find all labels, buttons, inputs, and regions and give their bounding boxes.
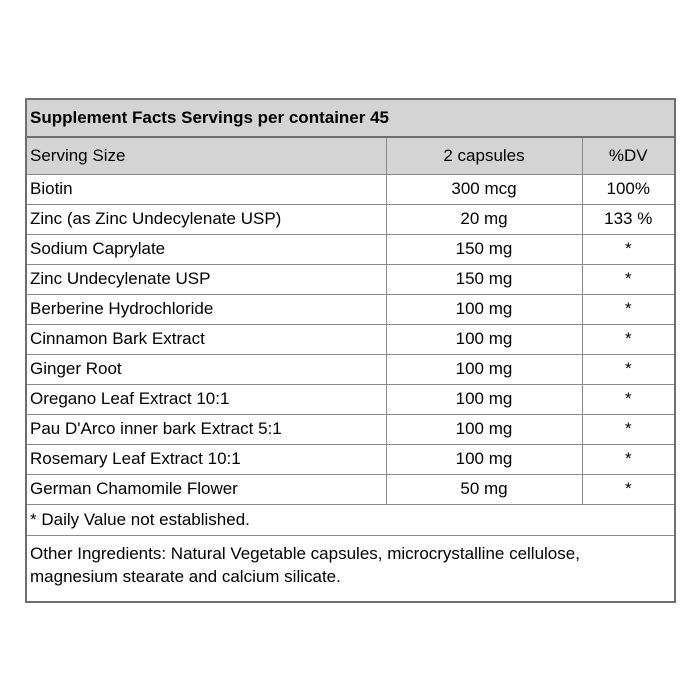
ingredient-amount: 100 mg — [386, 324, 583, 355]
daily-value-footnote: * Daily Value not established. — [27, 505, 674, 536]
ingredient-name: Zinc Undecylenate USP — [27, 264, 387, 295]
ingredient-dv: 133 % — [582, 204, 674, 235]
supplement-facts-table: Serving Size 2 capsules %DV Biotin 300 m… — [27, 138, 674, 505]
ingredient-amount: 150 mg — [386, 264, 583, 295]
ingredient-name: German Chamomile Flower — [27, 474, 387, 505]
ingredient-name: Sodium Caprylate — [27, 234, 387, 265]
ingredient-name: Biotin — [27, 174, 387, 205]
ingredient-dv: * — [582, 444, 674, 475]
table-row: German Chamomile Flower 50 mg * — [27, 474, 674, 505]
other-ingredients: Other Ingredients: Natural Vegetable cap… — [27, 536, 674, 588]
dv-column-header: %DV — [582, 138, 674, 175]
supplement-facts-title: Supplement Facts Servings per container … — [27, 100, 674, 138]
ingredient-dv: * — [582, 264, 674, 295]
table-row: Berberine Hydrochloride 100 mg * — [27, 294, 674, 325]
ingredient-name: Ginger Root — [27, 354, 387, 385]
ingredient-dv: * — [582, 324, 674, 355]
ingredient-amount: 20 mg — [386, 204, 583, 235]
table-row: Zinc (as Zinc Undecylenate USP) 20 mg 13… — [27, 204, 674, 235]
ingredient-dv: * — [582, 294, 674, 325]
table-row: Cinnamon Bark Extract 100 mg * — [27, 324, 674, 355]
supplement-facts-panel: Supplement Facts Servings per container … — [25, 98, 676, 603]
serving-size-label: Serving Size — [27, 138, 387, 175]
ingredient-dv: * — [582, 474, 674, 505]
ingredient-dv: * — [582, 414, 674, 445]
other-ingredients-line-2: magnesium stearate and calcium silicate. — [30, 566, 341, 586]
ingredient-name: Rosemary Leaf Extract 10:1 — [27, 444, 387, 475]
serving-size-amount: 2 capsules — [386, 138, 583, 175]
ingredient-dv: * — [582, 234, 674, 265]
ingredient-amount: 100 mg — [386, 294, 583, 325]
ingredient-amount: 100 mg — [386, 444, 583, 475]
ingredient-amount: 100 mg — [386, 354, 583, 385]
ingredient-dv: 100% — [582, 174, 674, 205]
ingredient-name: Oregano Leaf Extract 10:1 — [27, 384, 387, 415]
ingredient-amount: 50 mg — [386, 474, 583, 505]
serving-size-row: Serving Size 2 capsules %DV — [27, 138, 674, 175]
ingredient-dv: * — [582, 354, 674, 385]
ingredient-amount: 300 mcg — [386, 174, 583, 205]
table-row: Ginger Root 100 mg * — [27, 354, 674, 385]
ingredient-name: Pau D'Arco inner bark Extract 5:1 — [27, 414, 387, 445]
other-ingredients-line-1: Other Ingredients: Natural Vegetable cap… — [30, 543, 580, 563]
table-row: Oregano Leaf Extract 10:1 100 mg * — [27, 384, 674, 415]
ingredient-name: Cinnamon Bark Extract — [27, 324, 387, 355]
table-row: Biotin 300 mcg 100% — [27, 174, 674, 205]
table-row: Zinc Undecylenate USP 150 mg * — [27, 264, 674, 295]
table-row: Rosemary Leaf Extract 10:1 100 mg * — [27, 444, 674, 475]
table-row: Pau D'Arco inner bark Extract 5:1 100 mg… — [27, 414, 674, 445]
ingredient-amount: 100 mg — [386, 414, 583, 445]
table-row: Sodium Caprylate 150 mg * — [27, 234, 674, 265]
ingredient-amount: 100 mg — [386, 384, 583, 415]
ingredient-name: Berberine Hydrochloride — [27, 294, 387, 325]
ingredient-dv: * — [582, 384, 674, 415]
ingredient-amount: 150 mg — [386, 234, 583, 265]
ingredient-name: Zinc (as Zinc Undecylenate USP) — [27, 204, 387, 235]
